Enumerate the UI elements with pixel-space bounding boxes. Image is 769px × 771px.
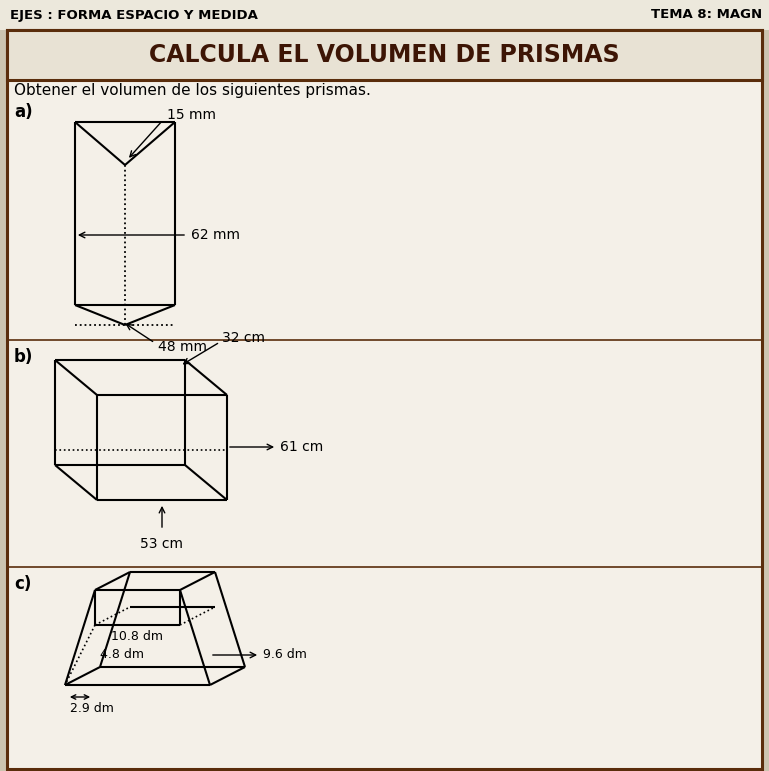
Bar — [0, 0, 769, 30]
Text: 2.9 dm: 2.9 dm — [70, 702, 114, 715]
Text: 10.8 dm: 10.8 dm — [111, 631, 163, 644]
Text: Obtener el volumen de los siguientes prismas.: Obtener el volumen de los siguientes pri… — [14, 83, 371, 99]
Text: 53 cm: 53 cm — [141, 537, 184, 551]
Text: 48 mm: 48 mm — [158, 340, 207, 354]
Text: 9.6 dm: 9.6 dm — [263, 648, 307, 662]
Text: 4.8 dm: 4.8 dm — [100, 648, 144, 662]
Text: 32 cm: 32 cm — [222, 331, 265, 345]
Text: TEMA 8: MAGN: TEMA 8: MAGN — [651, 8, 762, 22]
Bar — [7, 30, 762, 80]
Text: EJES : FORMA ESPACIO Y MEDIDA: EJES : FORMA ESPACIO Y MEDIDA — [10, 8, 258, 22]
Text: CALCULA EL VOLUMEN DE PRISMAS: CALCULA EL VOLUMEN DE PRISMAS — [148, 43, 619, 67]
Text: 62 mm: 62 mm — [191, 228, 240, 242]
Text: 61 cm: 61 cm — [280, 440, 323, 454]
Text: a): a) — [14, 103, 32, 121]
Text: 15 mm: 15 mm — [167, 108, 216, 122]
Text: c): c) — [14, 575, 32, 593]
Text: b): b) — [14, 348, 33, 366]
